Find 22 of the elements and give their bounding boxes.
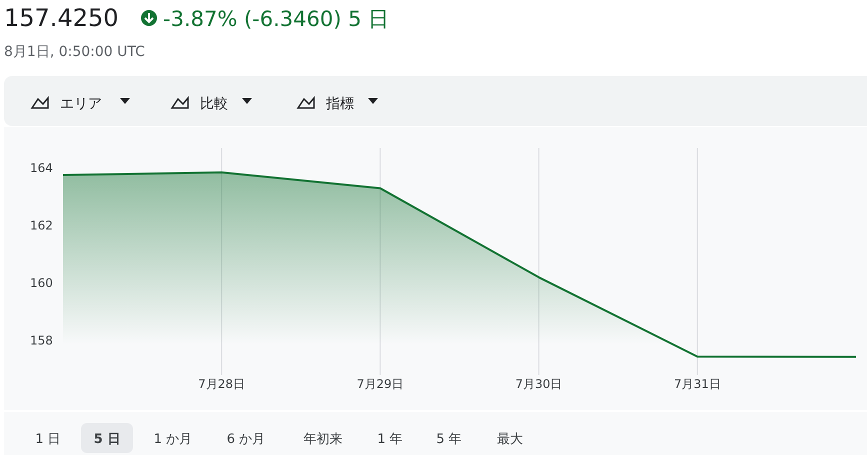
text: 5 日 [94, 432, 120, 447]
text: 1 日 [35, 432, 61, 447]
text: 1 年 [377, 432, 403, 447]
chart-title: 157.4250 [4, 4, 119, 32]
text: 最大 [497, 432, 523, 447]
text: 比較 [200, 96, 228, 112]
text: 5 年 [436, 432, 462, 447]
text: 1 か月 [154, 432, 192, 447]
x-tick-label: 7月29日 [356, 377, 404, 391]
x-tick-label: 7月30日 [515, 377, 562, 391]
text: 指標 [325, 96, 354, 112]
text: 8月1日, 0:50:00 UTC [4, 44, 146, 60]
x-tick-label: 7月28日 [198, 377, 246, 391]
text: 6 か月 [226, 432, 266, 447]
y-tick-label: 160 [30, 276, 53, 290]
text: エリア [60, 96, 102, 112]
y-tick-label: 162 [30, 218, 53, 233]
y-tick-label: 164 [30, 161, 53, 176]
text: 年初来 [304, 432, 342, 447]
chart-subtitle: -3.87% (-6.3460) 5 日 [163, 7, 390, 31]
x-tick-label: 7月31日 [674, 377, 721, 391]
y-tick-label: 158 [30, 334, 53, 348]
